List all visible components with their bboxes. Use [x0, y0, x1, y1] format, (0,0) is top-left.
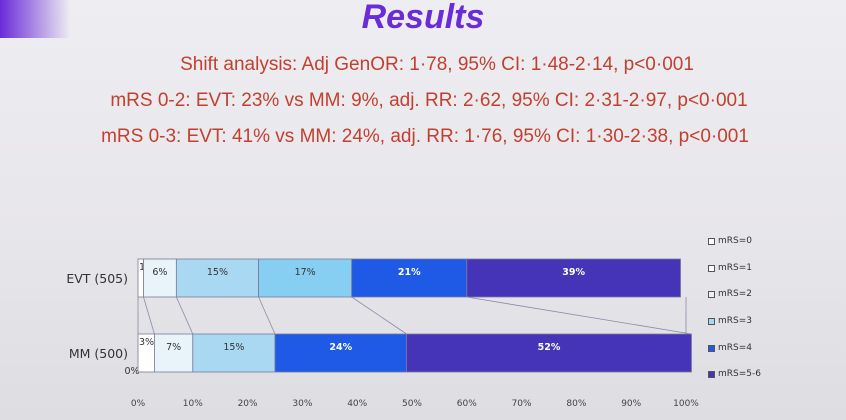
- bar-segment: [274, 333, 407, 373]
- legend-item: mRS=0: [708, 236, 838, 263]
- mrs-0-3-line: mRS 0-3: EVT: 41% vs MM: 24%, adj. RR: 1…: [101, 126, 749, 147]
- legend-swatch: [708, 264, 715, 272]
- bar-segment: [143, 258, 177, 298]
- bar-segment: [258, 258, 353, 298]
- x-tick-label: 50%: [402, 399, 422, 409]
- bar-data-label: 6%: [152, 267, 167, 278]
- legend-label: mRS=1: [718, 262, 753, 273]
- x-tick-label: 20%: [238, 399, 258, 409]
- category-label: MM (500): [69, 346, 128, 361]
- bar-data-label: 3%: [139, 337, 154, 348]
- connector-line: [351, 296, 407, 335]
- bar-data-label: 21%: [398, 267, 421, 278]
- connector-line: [175, 296, 194, 335]
- x-tick-label: 90%: [621, 399, 641, 409]
- slide-title: Results: [361, 0, 485, 36]
- x-tick-label: 60%: [457, 399, 477, 409]
- bar-segment: [406, 333, 692, 373]
- accent-bar: [0, 0, 70, 38]
- bar-segment: [175, 258, 259, 298]
- x-tick-label: 80%: [566, 399, 586, 409]
- legend-label: mRS=2: [718, 289, 753, 300]
- bar-data-label: 0%: [124, 366, 139, 377]
- bar-data-label: 39%: [562, 267, 585, 278]
- legend-label: mRS=3: [718, 316, 753, 327]
- x-tick-label: 30%: [292, 399, 312, 409]
- legend-label: mRS=4: [718, 342, 753, 353]
- mrs-0-2-line: mRS 0-2: EVT: 23% vs MM: 9%, adj. RR: 2·…: [110, 90, 748, 111]
- legend-label: mRS=5-6: [718, 369, 761, 380]
- legend-item: mRS=3: [708, 316, 838, 343]
- legend-label: mRS=0: [718, 236, 753, 246]
- x-tick-label: 0%: [131, 399, 146, 409]
- legend-item: mRS=2: [708, 289, 838, 316]
- legend-swatch: [708, 291, 715, 299]
- x-tick-label: 100%: [673, 399, 699, 409]
- chart-legend: mRS=0 mRS=1 mRS=2 mRS=3 mRS=4 mRS=5-6: [708, 236, 838, 396]
- x-tick-label: 40%: [347, 399, 367, 409]
- x-tick-label: 70%: [512, 399, 532, 409]
- legend-item: mRS=1: [708, 263, 838, 290]
- x-tick-label: 10%: [183, 399, 203, 409]
- legend-swatch: [708, 238, 715, 245]
- legend-item: mRS=5-6: [708, 369, 838, 396]
- bar-data-label: 15%: [223, 342, 244, 353]
- shift-analysis-line: Shift analysis: Adj GenOR: 1·78, 95% CI:…: [180, 54, 694, 75]
- bar-data-label: 7%: [166, 342, 181, 353]
- connector-line: [143, 296, 155, 335]
- bar-data-label: 17%: [295, 267, 316, 278]
- category-label: EVT (505): [66, 271, 128, 286]
- bar-data-label: 52%: [538, 342, 561, 353]
- connector-line: [258, 296, 276, 335]
- legend-swatch: [708, 371, 715, 379]
- legend-item: mRS=4: [708, 343, 838, 370]
- legend-swatch: [708, 344, 715, 352]
- bar-segment: [466, 258, 681, 298]
- bar-segment: [154, 333, 194, 373]
- bar-data-label: 24%: [329, 342, 352, 353]
- bar-segment: [351, 258, 468, 298]
- legend-swatch: [708, 318, 715, 326]
- bar-data-label: 15%: [207, 267, 228, 278]
- connector-line: [466, 296, 692, 335]
- bar-segment: [192, 333, 276, 373]
